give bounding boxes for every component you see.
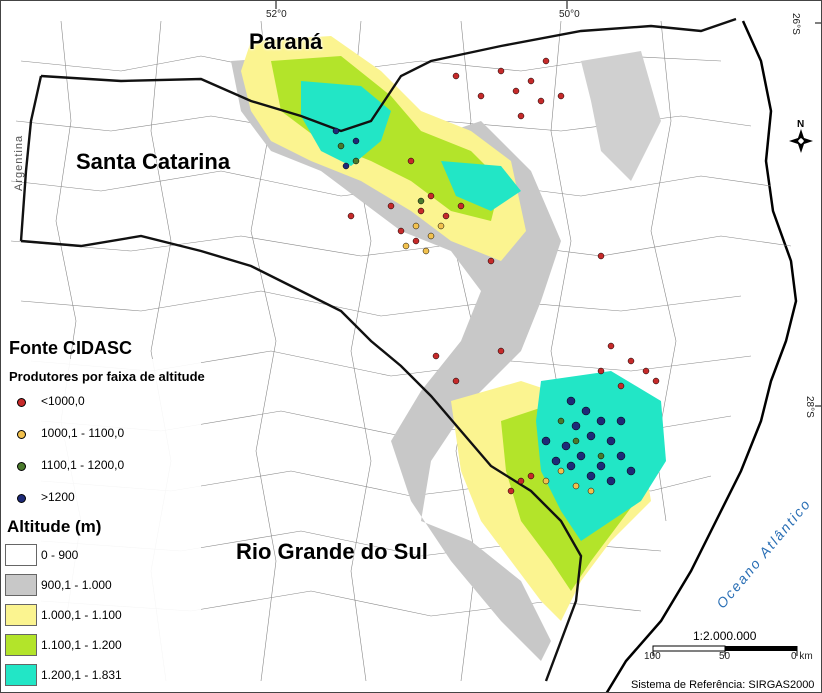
legend-marker-above-1200 [17,494,26,503]
source-title: Fonte CIDASC [9,338,132,358]
altitude-legend-title: Altitude (m) [7,517,102,536]
lon-label-right: 50°0 [559,9,580,20]
reference-system: Sistema de Referência: SIRGAS2000 [631,679,815,691]
producers-legend-title: Produtores por faixa de altitude [9,369,205,384]
producer-points [332,57,660,495]
altitude-label-1200-1831: 1.200,1 - 1.831 [41,668,122,682]
lat-label-top: 26°S [790,13,801,35]
altitude-label-900-1000: 900,1 - 1.000 [41,578,112,592]
legend-label-1100-1200: 1100,1 - 1200,0 [41,458,125,472]
lon-label-left: 52°0 [266,9,287,20]
graticule-ticks [275,1,821,407]
altitude-label-0-900: 0 - 900 [41,548,79,562]
state-label-rio-grande-do-sul: Rio Grande do Sul [236,539,428,564]
scale-ratio: 1:2.000.000 [693,629,757,643]
coastline [605,20,798,692]
north-label: N [797,119,805,130]
altitude-swatch-1000-1100 [5,604,37,626]
producers-1000-1100 [402,222,595,495]
legend-marker-below-1000 [17,398,26,407]
producers-below-1000 [347,57,660,495]
scale-tick-100: 100 [644,651,661,662]
country-label-argentina: Argentina [13,134,25,191]
altitude-zone-cyan [301,81,391,166]
legend-label-1000-1100: 1000,1 - 1100,0 [41,426,125,440]
producers-1100-1200 [337,142,605,460]
sc-rs-boundary [20,234,583,682]
lat-label-bottom: 28°S [804,396,815,418]
legend-marker-1100-1200 [17,462,26,471]
altitude-label-1000-1100: 1.000,1 - 1.100 [41,608,122,622]
north-arrow [789,129,813,153]
altitude-zone-cyan-2 [441,161,521,211]
altitude-swatch-0-900 [5,544,37,566]
argentina-border [19,75,43,242]
legend-label-above-1200: >1200 [41,490,75,504]
altitude-swatch-1200-1831 [5,664,37,686]
parana-sc-boundary [40,17,737,133]
producers-above-1200 [332,127,636,486]
state-label-santa-catarina: Santa Catarina [76,149,231,174]
altitude-swatch-1100-1200 [5,634,37,656]
scale-tick-0: 0 km [791,651,813,662]
scale-bar [652,645,798,656]
legend-marker-1000-1100 [17,430,26,439]
legend-label-below-1000: <1000,0 [41,394,85,408]
altitude-zones [231,36,666,661]
state-label-parana: Paraná [249,29,323,54]
altitude-label-1100-1200: 1.100,1 - 1.200 [41,638,122,652]
altitude-zone-gray-east [581,51,661,181]
scale-tick-50: 50 [719,651,731,662]
altitude-swatch-900-1000 [5,574,37,596]
